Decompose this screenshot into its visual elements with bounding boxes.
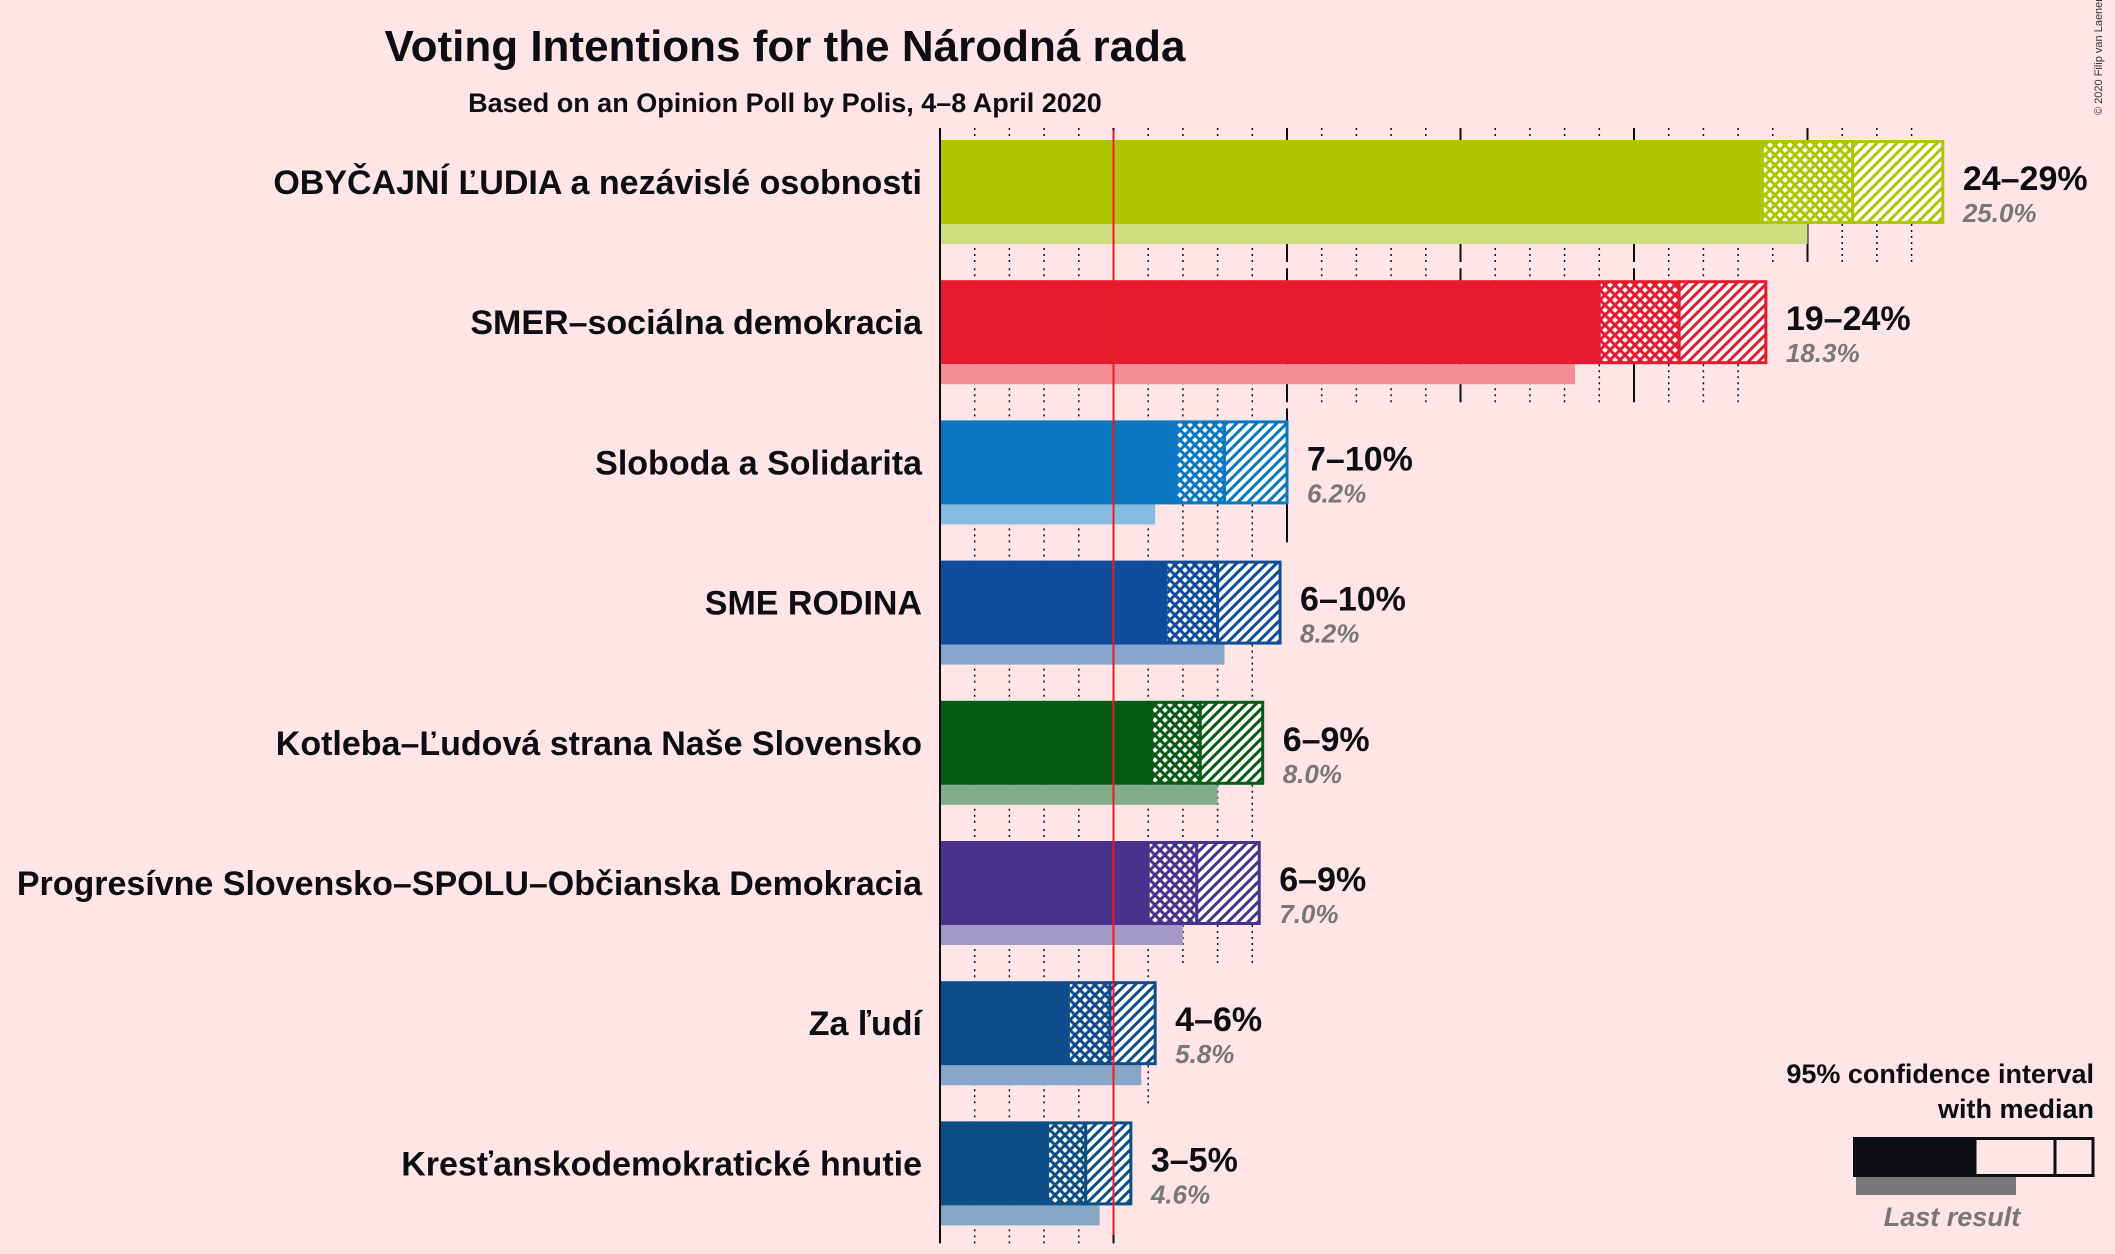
bar-solid <box>940 841 1149 925</box>
bar-ci-lower <box>1164 560 1220 645</box>
last-result-label: 8.0% <box>1283 759 1342 789</box>
party-label: Sloboda a Solidarita <box>595 444 923 482</box>
party-label: SME RODINA <box>705 585 922 623</box>
range-label: 6–10% <box>1300 581 1406 619</box>
last-result-bar <box>940 925 1183 945</box>
party-label: Kresťanskodemokratické hnutie <box>401 1145 922 1183</box>
last-result-bar <box>940 644 1225 665</box>
legend-cross-swatch <box>1973 1137 2057 1177</box>
party-label: Progresívne Slovensko–SPOLU–Občianska De… <box>17 865 923 903</box>
bars: OBYČAJNÍ ĽUDIA a nezávislé osobnosti 24–2… <box>17 140 2088 1226</box>
last-result-label: 8.2% <box>1300 619 1359 649</box>
party-label: Za ľudí <box>809 1005 924 1043</box>
party-label: OBYČAJNÍ ĽUDIA a nezávislé osobnosti <box>273 163 922 202</box>
range-label: 19–24% <box>1786 300 1911 338</box>
last-result-label: 6.2% <box>1307 478 1366 508</box>
bar-ci-upper <box>1084 1121 1133 1206</box>
bar-solid <box>940 420 1176 505</box>
last-result-bar <box>940 364 1576 385</box>
legend-median-label: with median <box>1937 1094 2094 1124</box>
bar-solid <box>940 140 1763 224</box>
bar-ci-upper <box>1677 280 1768 365</box>
bar-solid <box>940 700 1152 785</box>
last-result-label: 5.8% <box>1175 1039 1234 1069</box>
last-result-bar <box>940 1205 1100 1226</box>
bar-ci-upper <box>1851 140 1945 224</box>
last-result-label: 4.6% <box>1150 1179 1210 1209</box>
bar-solid <box>940 1121 1048 1206</box>
bar-ci-upper <box>1108 981 1157 1066</box>
legend-last-label: Last result <box>1884 1202 2022 1232</box>
bar-ci-upper <box>1195 841 1261 925</box>
bar-ci-lower <box>1760 140 1855 224</box>
range-label: 24–29% <box>1963 160 2088 198</box>
bar-ci-upper <box>1223 420 1289 505</box>
range-label: 6–9% <box>1279 861 1366 899</box>
bar-solid <box>940 981 1069 1066</box>
party-label: SMER–sociálna demokracia <box>470 304 923 342</box>
range-label: 6–9% <box>1283 721 1370 759</box>
last-result-bar <box>940 224 1808 244</box>
chart-subtitle: Based on an Opinion Poll by Polis, 4–8 A… <box>468 88 1102 118</box>
legend-hatch-swatch <box>2053 1137 2095 1177</box>
bar-ci-lower <box>1146 841 1199 925</box>
legend-last-swatch <box>1856 1177 2016 1195</box>
last-result-label: 18.3% <box>1786 338 1860 368</box>
bar-ci-lower <box>1597 280 1681 365</box>
bar-ci-lower <box>1046 1121 1088 1206</box>
bar-ci-lower <box>1150 700 1202 785</box>
bar-ci-lower <box>1174 420 1227 505</box>
last-result-bar <box>940 1065 1142 1086</box>
range-label: 7–10% <box>1307 440 1413 478</box>
last-result-bar <box>940 504 1156 525</box>
bar-ci-upper <box>1216 560 1282 645</box>
bar-solid <box>940 560 1166 645</box>
bar-solid <box>940 280 1600 365</box>
legend-ci-label: 95% confidence interval <box>1786 1059 2094 1089</box>
last-result-label: 25.0% <box>1962 198 2037 228</box>
bar-ci-upper <box>1198 700 1265 785</box>
legend: 95% confidence interval with median Last r… <box>1786 1059 2095 1232</box>
party-label: Kotleba–Ľudová strana Naše Slovensko <box>276 725 922 763</box>
range-label: 3–5% <box>1151 1141 1238 1179</box>
bar-ci-lower <box>1066 981 1112 1066</box>
last-result-label: 7.0% <box>1279 899 1338 929</box>
legend-solid-swatch <box>1853 1137 1975 1177</box>
range-label: 4–6% <box>1175 1001 1262 1039</box>
chart-title: Voting Intentions for the Národná rada <box>384 22 1186 71</box>
last-result-bar <box>940 784 1218 805</box>
